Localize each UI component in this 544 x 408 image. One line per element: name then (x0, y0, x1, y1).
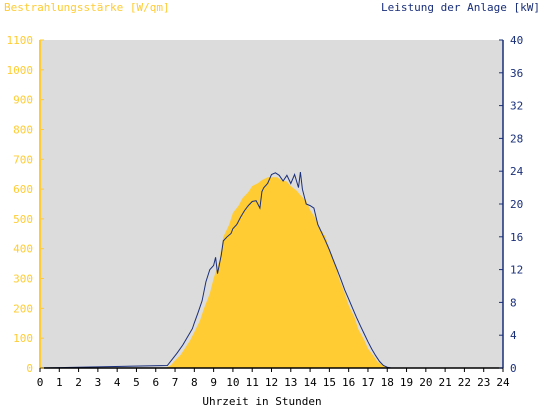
right-tick-label: 16 (510, 231, 523, 244)
right-tick-label: 28 (510, 132, 523, 145)
x-tick-label: 18 (381, 376, 394, 389)
right-tick-label: 24 (510, 165, 524, 178)
x-tick-label: 9 (210, 376, 217, 389)
x-tick-label: 13 (284, 376, 297, 389)
right-tick-label: 32 (510, 100, 523, 113)
x-tick-label: 4 (114, 376, 121, 389)
x-tick-label: 19 (400, 376, 413, 389)
x-tick-label: 5 (133, 376, 140, 389)
right-tick-label: 40 (510, 34, 523, 47)
left-tick-label: 300 (13, 273, 33, 286)
x-tick-label: 22 (458, 376, 471, 389)
right-tick-label: 0 (510, 362, 517, 375)
left-tick-label: 1100 (7, 34, 34, 47)
x-tick-label: 21 (439, 376, 452, 389)
x-tick-label: 11 (246, 376, 259, 389)
left-tick-label: 600 (13, 183, 33, 196)
x-tick-label: 20 (419, 376, 432, 389)
left-tick-label: 900 (13, 94, 33, 107)
right-tick-label: 4 (510, 329, 517, 342)
x-tick-label: 10 (226, 376, 239, 389)
x-tick-label: 16 (342, 376, 355, 389)
x-tick-label: 24 (496, 376, 510, 389)
x-tick-label: 7 (172, 376, 179, 389)
left-tick-label: 700 (13, 153, 33, 166)
left-tick-label: 1000 (7, 64, 34, 77)
left-tick-label: 200 (13, 302, 33, 315)
x-tick-label: 12 (265, 376, 278, 389)
x-tick-label: 8 (191, 376, 198, 389)
x-tick-label: 6 (152, 376, 159, 389)
left-tick-label: 100 (13, 332, 33, 345)
right-tick-label: 12 (510, 264, 523, 277)
x-tick-label: 14 (303, 376, 317, 389)
x-tick-label: 17 (361, 376, 374, 389)
x-tick-label: 1 (56, 376, 63, 389)
x-tick-label: 0 (37, 376, 44, 389)
right-tick-label: 20 (510, 198, 523, 211)
irradiance-area (40, 177, 503, 368)
left-axis-title: Bestrahlungsstärke [W/qm] (4, 1, 170, 14)
power-line (39, 171, 503, 369)
x-tick-label: 23 (477, 376, 490, 389)
right-axis-title: Leistung der Anlage [kW] (381, 1, 540, 14)
right-tick-label: 8 (510, 296, 517, 309)
x-axis-title: Uhrzeit in Stunden (202, 395, 321, 408)
x-tick-label: 15 (323, 376, 336, 389)
left-tick-label: 500 (13, 213, 33, 226)
right-tick-label: 36 (510, 67, 523, 80)
x-tick-label: 3 (95, 376, 102, 389)
left-tick-label: 0 (26, 362, 33, 375)
left-tick-label: 400 (13, 243, 33, 256)
left-tick-label: 800 (13, 123, 33, 136)
x-tick-label: 2 (75, 376, 82, 389)
